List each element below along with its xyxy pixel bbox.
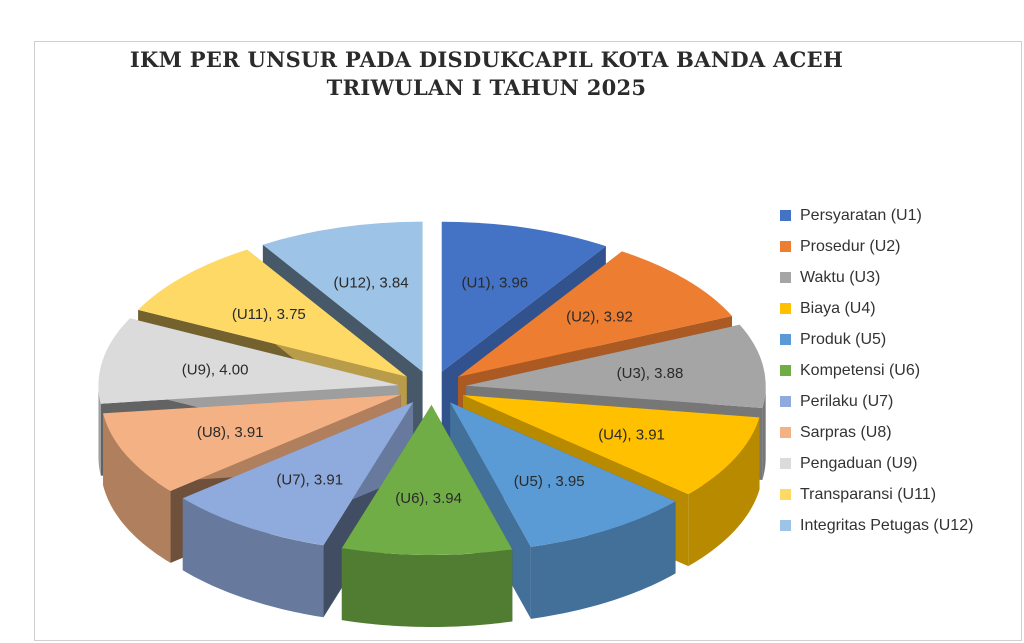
- legend-swatch: [780, 427, 791, 438]
- pie-slice-top: [457, 251, 732, 377]
- chart-title-line-1: IKM PER UNSUR PADA DISDUKCAPIL KOTA BAND…: [129, 47, 844, 72]
- legend-swatch: [780, 458, 791, 469]
- pie-slice-outer-wall: [762, 385, 766, 480]
- chart-title-line-2: TRIWULAN I TAHUN 2025: [326, 75, 647, 100]
- legend-item-u-10: Transparansi (U11): [780, 479, 1020, 510]
- pie-slice-top: [262, 221, 423, 372]
- legend-label: Waktu (U3): [800, 268, 881, 286]
- legend-swatch: [780, 520, 791, 531]
- legend-item-u-11: Integritas Petugas (U12): [780, 510, 1020, 541]
- data-label-u-3: (U3), 3.88: [617, 365, 684, 382]
- legend-item-u-3: Waktu (U3): [780, 262, 1020, 293]
- chart-title: IKM PER UNSUR PADA DISDUKCAPIL KOTA BAND…: [34, 46, 939, 102]
- legend-label: Biaya (U4): [800, 299, 876, 317]
- data-label-u-9: (U9), 4.00: [182, 362, 249, 379]
- legend-item-u-2: Prosedur (U2): [780, 231, 1020, 262]
- legend-swatch: [780, 396, 791, 407]
- pie-slice-top: [441, 221, 606, 372]
- legend-label: Kompetensi (U6): [800, 361, 921, 379]
- pie-slice-outer-wall: [341, 548, 513, 627]
- pie-slice-top: [450, 402, 676, 547]
- legend-item-u-9: Pengaduan (U9): [780, 448, 1020, 479]
- pie-slice-u-6: [341, 404, 513, 627]
- legend-item-u-7: Perilaku (U7): [780, 386, 1020, 417]
- legend-swatch: [780, 365, 791, 376]
- pie-slice-top: [103, 394, 401, 491]
- data-label-u-8: (U8), 3.91: [197, 424, 264, 441]
- pie-slice-top: [341, 404, 513, 555]
- legend-label: Persyaratan (U1): [800, 206, 922, 224]
- pie-slice-outer-wall: [98, 385, 101, 476]
- pie-slice-top: [462, 395, 760, 495]
- data-label-u-7: (U7), 3.91: [276, 471, 343, 488]
- pie-slice-top: [182, 402, 414, 546]
- pie-slice-u-7: [182, 402, 414, 618]
- pie-slice-outer-wall: [688, 417, 760, 567]
- data-label-u-1: (U1), 3.96: [461, 275, 528, 292]
- legend-label: Produk (U5): [800, 330, 887, 348]
- legend-swatch: [780, 489, 791, 500]
- pie-slice-outer-wall: [103, 413, 171, 563]
- legend-label: Perilaku (U7): [800, 392, 894, 410]
- legend-item-u-6: Kompetensi (U6): [780, 355, 1020, 386]
- data-label-u-11: (U12), 3.84: [334, 274, 409, 291]
- legend-label: Sarpras (U8): [800, 423, 892, 441]
- legend-label: Prosedur (U2): [800, 237, 901, 255]
- pie-slice-top: [138, 249, 407, 377]
- data-label-u-2: (U2), 3.92: [566, 309, 633, 326]
- data-label-u-4: (U4), 3.91: [598, 426, 665, 443]
- legend-swatch: [780, 272, 791, 283]
- pie-slice-outer-wall: [182, 498, 324, 618]
- pie-slice-top: [98, 318, 399, 404]
- legend-label: Integritas Petugas (U12): [800, 516, 974, 534]
- legend-swatch: [780, 303, 791, 314]
- legend-swatch: [780, 334, 791, 345]
- data-label-u-6: (U6), 3.94: [395, 490, 462, 507]
- data-label-u-5: (U5) , 3.95: [514, 473, 585, 490]
- legend-item-u-8: Sarpras (U8): [780, 417, 1020, 448]
- legend-item-u-5: Produk (U5): [780, 324, 1020, 355]
- legend-item-u-1: Persyaratan (U1): [780, 200, 1020, 231]
- chart-legend: Persyaratan (U1) Prosedur (U2) Waktu (U3) B…: [780, 200, 1020, 541]
- legend-swatch: [780, 241, 791, 252]
- legend-swatch: [780, 210, 791, 221]
- legend-label: Pengaduan (U9): [800, 454, 918, 472]
- data-label-u-10: (U11), 3.75: [232, 306, 306, 323]
- legend-item-u-4: Biaya (U4): [780, 293, 1020, 324]
- legend-label: Transparansi (U11): [800, 485, 937, 503]
- pie-slice-top: [465, 324, 766, 408]
- pie-slice-outer-wall: [530, 501, 676, 619]
